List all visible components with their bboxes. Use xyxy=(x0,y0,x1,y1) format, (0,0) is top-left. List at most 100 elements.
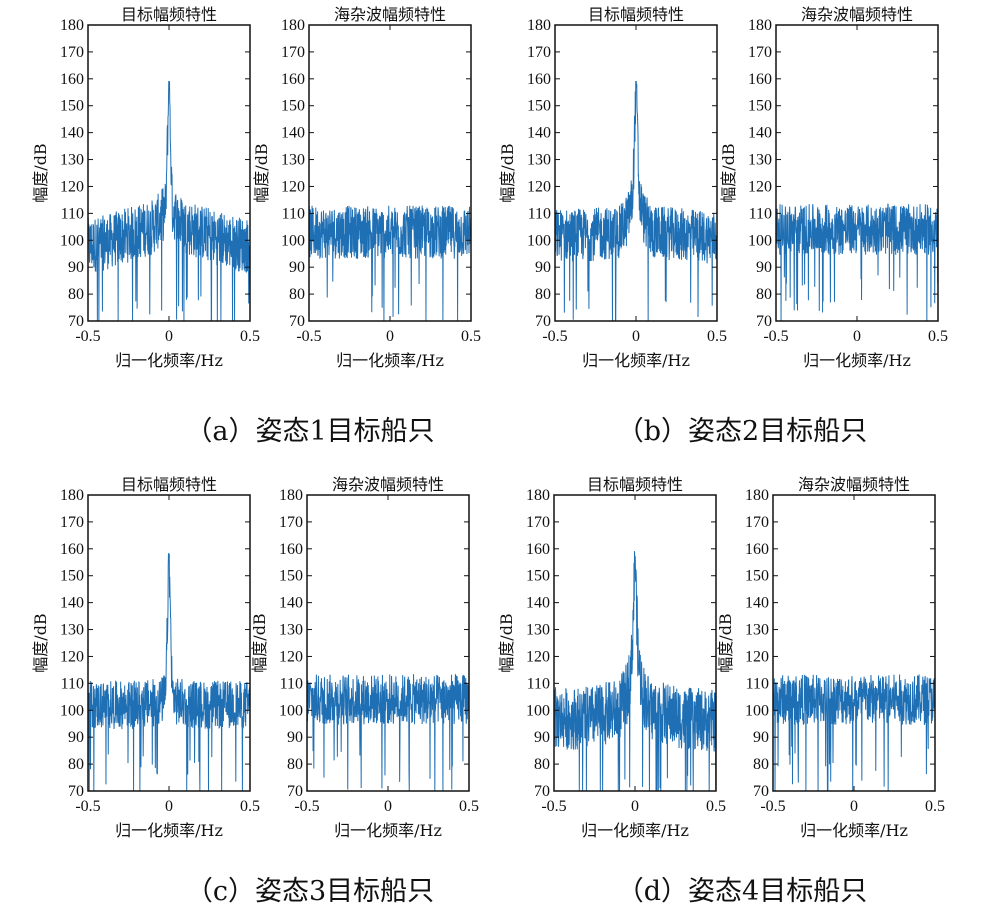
y-tick-label: 140 xyxy=(748,125,772,142)
y-tick-label: 140 xyxy=(279,595,303,612)
x-tick-label: -0.5 xyxy=(541,798,566,815)
y-tick-label: 110 xyxy=(527,675,550,692)
y-tick-label: 120 xyxy=(281,178,305,195)
x-axis-label: 归一化频率/Hz xyxy=(800,821,908,840)
y-tick-label: 170 xyxy=(745,514,769,531)
y-tick-label: 80 xyxy=(534,756,550,773)
y-tick-label: 160 xyxy=(748,71,772,88)
panel-c-target: 70 80 90 100 110 120 130 140 150 160 170 180 -0.5 0 0.… xyxy=(31,475,260,840)
y-tick-label: 160 xyxy=(281,71,305,88)
x-tick-label: -0.5 xyxy=(542,328,567,345)
y-tick-label: 110 xyxy=(61,675,84,692)
y-tick-label: 110 xyxy=(280,675,303,692)
panel-a-target: 70 80 90 100 110 120 130 140 150 160 170 180 -0.5 0 0.… xyxy=(31,5,260,370)
panel-d-target: 70 80 90 100 110 120 130 140 150 160 170 180 -0.5 0 0.… xyxy=(497,475,726,840)
y-tick-label: 180 xyxy=(745,487,769,504)
panel-title: 目标幅频特性 xyxy=(121,5,217,24)
x-tick-label: 0 xyxy=(632,328,640,345)
y-tick-label: 150 xyxy=(279,568,303,585)
y-tick-label: 100 xyxy=(60,232,84,249)
y-tick-label: 100 xyxy=(281,232,305,249)
y-tick-label: 100 xyxy=(745,702,769,719)
x-tick-label: 0.5 xyxy=(459,798,479,815)
x-tick-label: -0.5 xyxy=(763,328,788,345)
y-tick-label: 140 xyxy=(60,595,84,612)
y-tick-label: 120 xyxy=(279,648,303,665)
plot-frame xyxy=(554,24,718,322)
y-tick-label: 180 xyxy=(279,487,303,504)
x-tick-label: 0.5 xyxy=(928,328,948,345)
y-tick-label: 120 xyxy=(745,648,769,665)
x-axis-label: 归一化频率/Hz xyxy=(115,351,223,370)
y-tick-label: 130 xyxy=(745,622,769,639)
y-tick-label: 150 xyxy=(745,568,769,585)
y-tick-label: 70 xyxy=(534,783,550,800)
y-tick-label: 130 xyxy=(527,152,551,169)
y-tick-label: 150 xyxy=(60,98,84,115)
y-tick-label: 90 xyxy=(68,259,84,276)
x-tick-label: -0.5 xyxy=(760,798,785,815)
y-tick-label: 130 xyxy=(60,152,84,169)
x-tick-label: 0.5 xyxy=(461,328,481,345)
y-tick-label: 150 xyxy=(527,98,551,115)
y-axis-label: 幅度/dB xyxy=(719,143,738,202)
x-tick-label: 0.5 xyxy=(240,328,260,345)
x-tick-label: 0 xyxy=(631,798,639,815)
y-tick-label: 160 xyxy=(527,71,551,88)
y-tick-label: 170 xyxy=(60,44,84,61)
x-tick-label: -0.5 xyxy=(75,798,100,815)
y-tick-label: 120 xyxy=(526,648,550,665)
y-tick-label: 100 xyxy=(748,232,772,249)
y-tick-label: 70 xyxy=(68,313,84,330)
y-tick-label: 80 xyxy=(68,286,84,303)
y-tick-label: 170 xyxy=(526,514,550,531)
y-tick-label: 150 xyxy=(526,568,550,585)
x-tick-label: 0 xyxy=(165,798,173,815)
y-axis-label: 幅度/dB xyxy=(31,143,50,202)
y-tick-label: 70 xyxy=(287,783,303,800)
y-tick-label: 90 xyxy=(534,729,550,746)
y-tick-label: 170 xyxy=(527,44,551,61)
panel-c-clutter: 70 80 90 100 110 120 130 140 150 160 170 180 -0.5 0 0.… xyxy=(250,475,479,840)
y-tick-label: 160 xyxy=(60,71,84,88)
y-tick-label: 150 xyxy=(748,98,772,115)
y-tick-label: 80 xyxy=(753,756,769,773)
y-tick-label: 160 xyxy=(745,541,769,558)
y-tick-label: 70 xyxy=(756,313,772,330)
y-tick-label: 150 xyxy=(60,568,84,585)
plot-frame xyxy=(306,494,470,792)
y-tick-label: 100 xyxy=(526,702,550,719)
y-tick-label: 150 xyxy=(281,98,305,115)
y-tick-label: 90 xyxy=(753,729,769,746)
x-tick-label: 0.5 xyxy=(706,798,726,815)
plot-frame xyxy=(772,494,936,792)
x-tick-label: 0 xyxy=(850,798,858,815)
panel-a-clutter: 70 80 90 100 110 120 130 140 150 160 170 180 -0.5 0 0.… xyxy=(252,5,481,370)
x-axis-label: 归一化频率/Hz xyxy=(582,351,690,370)
y-tick-label: 110 xyxy=(282,205,305,222)
x-axis-label: 归一化频率/Hz xyxy=(115,821,223,840)
x-axis-label: 归一化频率/Hz xyxy=(581,821,689,840)
y-tick-label: 140 xyxy=(745,595,769,612)
series-line xyxy=(88,553,250,791)
y-tick-label: 70 xyxy=(535,313,551,330)
y-tick-label: 130 xyxy=(748,152,772,169)
panel-title: 目标幅频特性 xyxy=(588,5,684,24)
x-tick-label: 0 xyxy=(165,328,173,345)
y-tick-label: 170 xyxy=(748,44,772,61)
panel-title: 海杂波幅频特性 xyxy=(332,475,444,494)
y-tick-label: 100 xyxy=(279,702,303,719)
y-tick-label: 120 xyxy=(60,178,84,195)
y-tick-label: 90 xyxy=(287,729,303,746)
plot-frame xyxy=(553,494,717,792)
subfigure-caption: （c）姿态3目标船只 xyxy=(186,876,434,907)
y-tick-label: 80 xyxy=(287,756,303,773)
y-tick-label: 180 xyxy=(281,17,305,34)
y-tick-label: 100 xyxy=(527,232,551,249)
y-tick-label: 180 xyxy=(527,17,551,34)
x-axis-label: 归一化频率/Hz xyxy=(803,351,911,370)
y-tick-label: 170 xyxy=(281,44,305,61)
panel-b-target: 70 80 90 100 110 120 130 140 150 160 170 180 -0.5 0 0.… xyxy=(498,5,727,370)
y-tick-label: 160 xyxy=(60,541,84,558)
